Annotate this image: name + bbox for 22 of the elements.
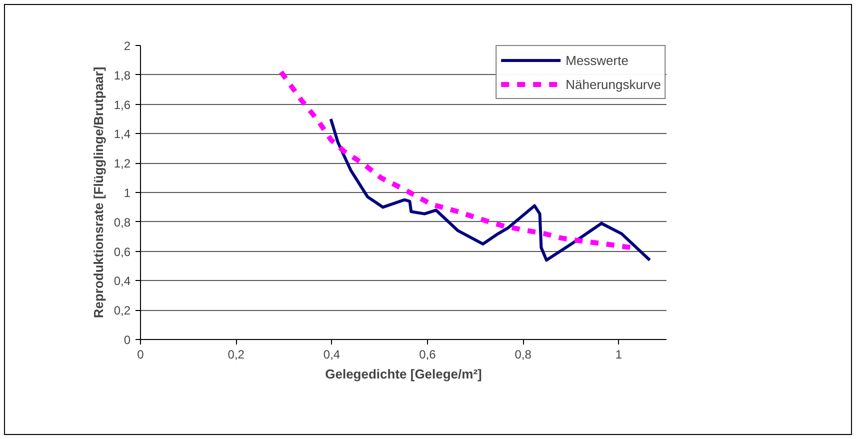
x-tick-label: 0,4 (323, 348, 340, 362)
y-tick-label: 0,2 (114, 304, 131, 318)
y-tick-label: 0,4 (114, 274, 131, 288)
y-tick-label: 2 (124, 39, 131, 53)
x-tick-label: 0,6 (419, 348, 436, 362)
legend-label: Näherungskurve (566, 76, 661, 92)
y-tick-label: 1,4 (114, 127, 131, 142)
x-tick-label: 0,2 (228, 348, 245, 362)
legend-label: Messwerte (566, 52, 628, 68)
y-tick-label: 1,8 (114, 68, 131, 82)
x-tick-label: 0 (137, 348, 144, 362)
y-tick-label: 0,8 (114, 215, 131, 230)
x-axis-title: Gelegedichte [Gelege/m²] (325, 366, 482, 382)
x-tick-label: 0,8 (514, 348, 532, 362)
y-tick-label: 0 (124, 333, 131, 347)
y-tick-label: 1,6 (114, 98, 131, 112)
y-axis-title: Reproduktionsrate [Flügglinge/Brutpaar] (90, 66, 106, 318)
x-tick-label: 1 (615, 348, 622, 362)
y-tick-label: 1,2 (114, 156, 131, 171)
y-tick-label: 0,6 (114, 244, 131, 259)
line-series (329, 118, 652, 262)
y-tick-label: 1 (124, 186, 131, 200)
